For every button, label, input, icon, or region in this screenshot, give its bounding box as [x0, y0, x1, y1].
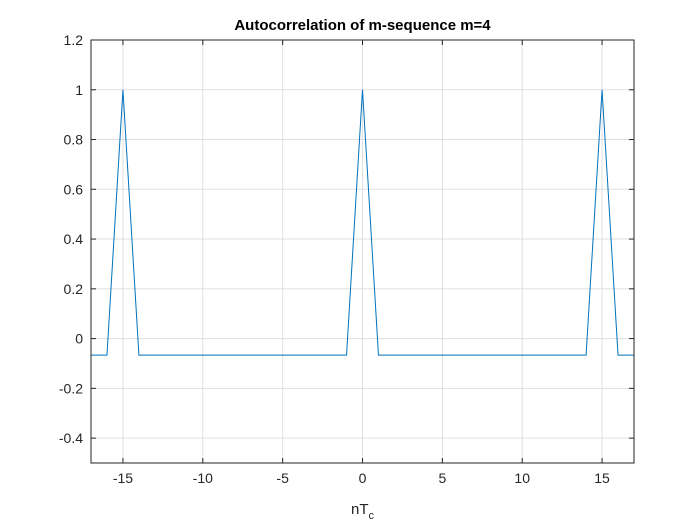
y-tick-label: 0.4: [64, 231, 84, 247]
ticks: [91, 39, 634, 463]
y-tick-label: 1.2: [64, 32, 84, 48]
series-layer: [91, 89, 634, 356]
x-tick-label: -5: [276, 470, 289, 486]
y-tick-label: 1: [75, 82, 83, 98]
y-tick-labels: -0.4 -0.2 0 0.2 0.4 0.6 0.8 1 1.2: [59, 32, 83, 446]
x-axis-label: nTc: [351, 501, 375, 522]
x-tick-label: 0: [359, 470, 367, 486]
y-tick-label: -0.2: [59, 380, 83, 396]
x-tick-label: 15: [594, 470, 610, 486]
chart-title: Autocorrelation of m-sequence m=4: [234, 17, 491, 34]
x-tick-label: -15: [113, 470, 133, 486]
y-tick-label: -0.4: [59, 430, 83, 446]
y-tick-label: 0.8: [64, 132, 84, 148]
x-tick-labels: -15 -10 -5 0 5 10 15: [113, 470, 610, 486]
x-axis-label-base: nT: [351, 501, 369, 518]
x-tick-label: -10: [193, 470, 213, 486]
x-axis-label-subscript: c: [369, 510, 375, 522]
x-tick-label: 5: [438, 470, 446, 486]
series-line: [91, 89, 634, 356]
y-tick-label: 0: [75, 331, 83, 347]
y-tick-label: 0.2: [64, 281, 84, 297]
x-tick-label: 10: [514, 470, 530, 486]
y-tick-label: 0.6: [64, 181, 84, 197]
